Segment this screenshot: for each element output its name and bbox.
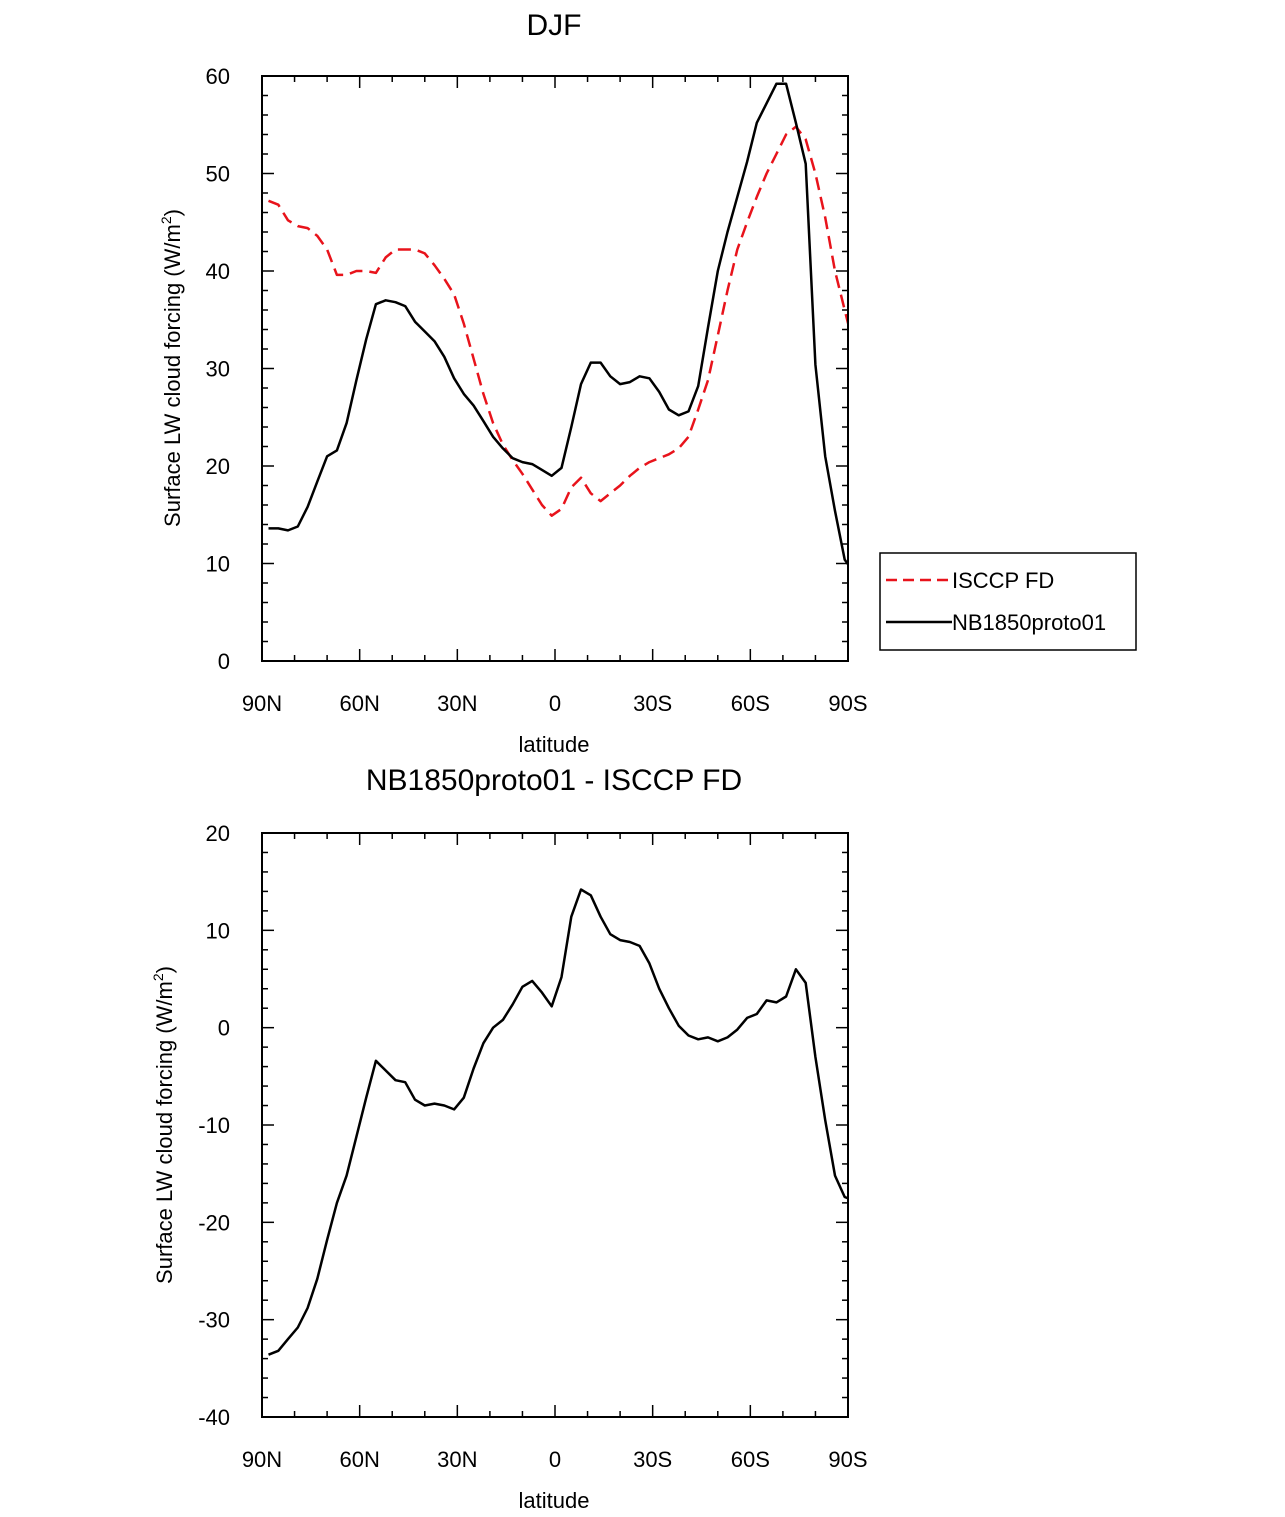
chart-title: DJF [527,9,582,42]
y-axis-label: Surface LW cloud forcing (W/m2) [150,966,177,1284]
series-group [268,888,848,1356]
y-tick-label: 10 [206,552,230,577]
x-tick-label: 90S [828,1447,867,1472]
y-tick-label: 60 [206,64,230,89]
x-axis-label: latitude [519,1488,590,1513]
y-tick-label: 0 [218,649,230,674]
x-tick-label: 30N [437,691,477,716]
x-axis: 90N 60N 30N 0 30S 60S 90S [242,833,868,1472]
y-tick-label: 20 [206,454,230,479]
x-axis: 90N 60N 30N 0 30S 60S 90S [242,76,868,716]
chart-title: NB1850proto01 - ISCCP FD [366,764,742,797]
legend-label-isccp: ISCCP FD [952,568,1054,593]
y-tick-label: -40 [198,1405,230,1430]
plot-frame [261,75,849,662]
x-tick-label: 30S [633,691,672,716]
x-tick-label: 90S [828,691,867,716]
y-axis-label: Surface LW cloud forcing (W/m2) [158,209,185,527]
y-tick-label: 10 [206,918,230,943]
plot-frame [261,832,849,1418]
x-tick-label: 60S [731,1447,770,1472]
y-tick-label: -10 [198,1113,230,1138]
x-axis-label: latitude [519,732,590,757]
x-tick-label: 0 [549,691,561,716]
legend: ISCCP FD NB1850proto01 [879,552,1137,651]
y-axis: 0 10 20 30 40 50 60 [206,64,848,674]
chart-panel-top: DJF 90N 60N 30N 0 30S 60S 90S 0 10 20 30 40 50 60 la… [158,9,1137,757]
y-tick-label: 20 [206,821,230,846]
series-line-nb1850proto01 [268,82,848,567]
y-tick-label: 30 [206,357,230,382]
x-tick-label: 90N [242,691,282,716]
series-group [268,82,848,567]
y-tick-label: -20 [198,1210,230,1235]
series-line-nb1850proto01-isccp-fd [268,888,848,1356]
x-tick-label: 0 [549,1447,561,1472]
chart-panel-bottom: NB1850proto01 - ISCCP FD 90N 60N 30N 0 30S 60… [150,764,868,1513]
y-tick-label: -30 [198,1308,230,1333]
x-tick-label: 60N [339,1447,379,1472]
x-tick-label: 60N [339,691,379,716]
x-tick-label: 90N [242,1447,282,1472]
y-axis: -40 -30 -20 -10 0 10 20 [198,821,848,1430]
y-tick-label: 0 [218,1016,230,1041]
x-tick-label: 30S [633,1447,672,1472]
series-line-isccp-fd [268,125,848,517]
x-tick-label: 60S [731,691,770,716]
legend-label-model: NB1850proto01 [952,610,1106,635]
legend-box [879,552,1137,651]
x-tick-label: 30N [437,1447,477,1472]
y-tick-label: 50 [206,162,230,187]
y-tick-label: 40 [206,259,230,284]
